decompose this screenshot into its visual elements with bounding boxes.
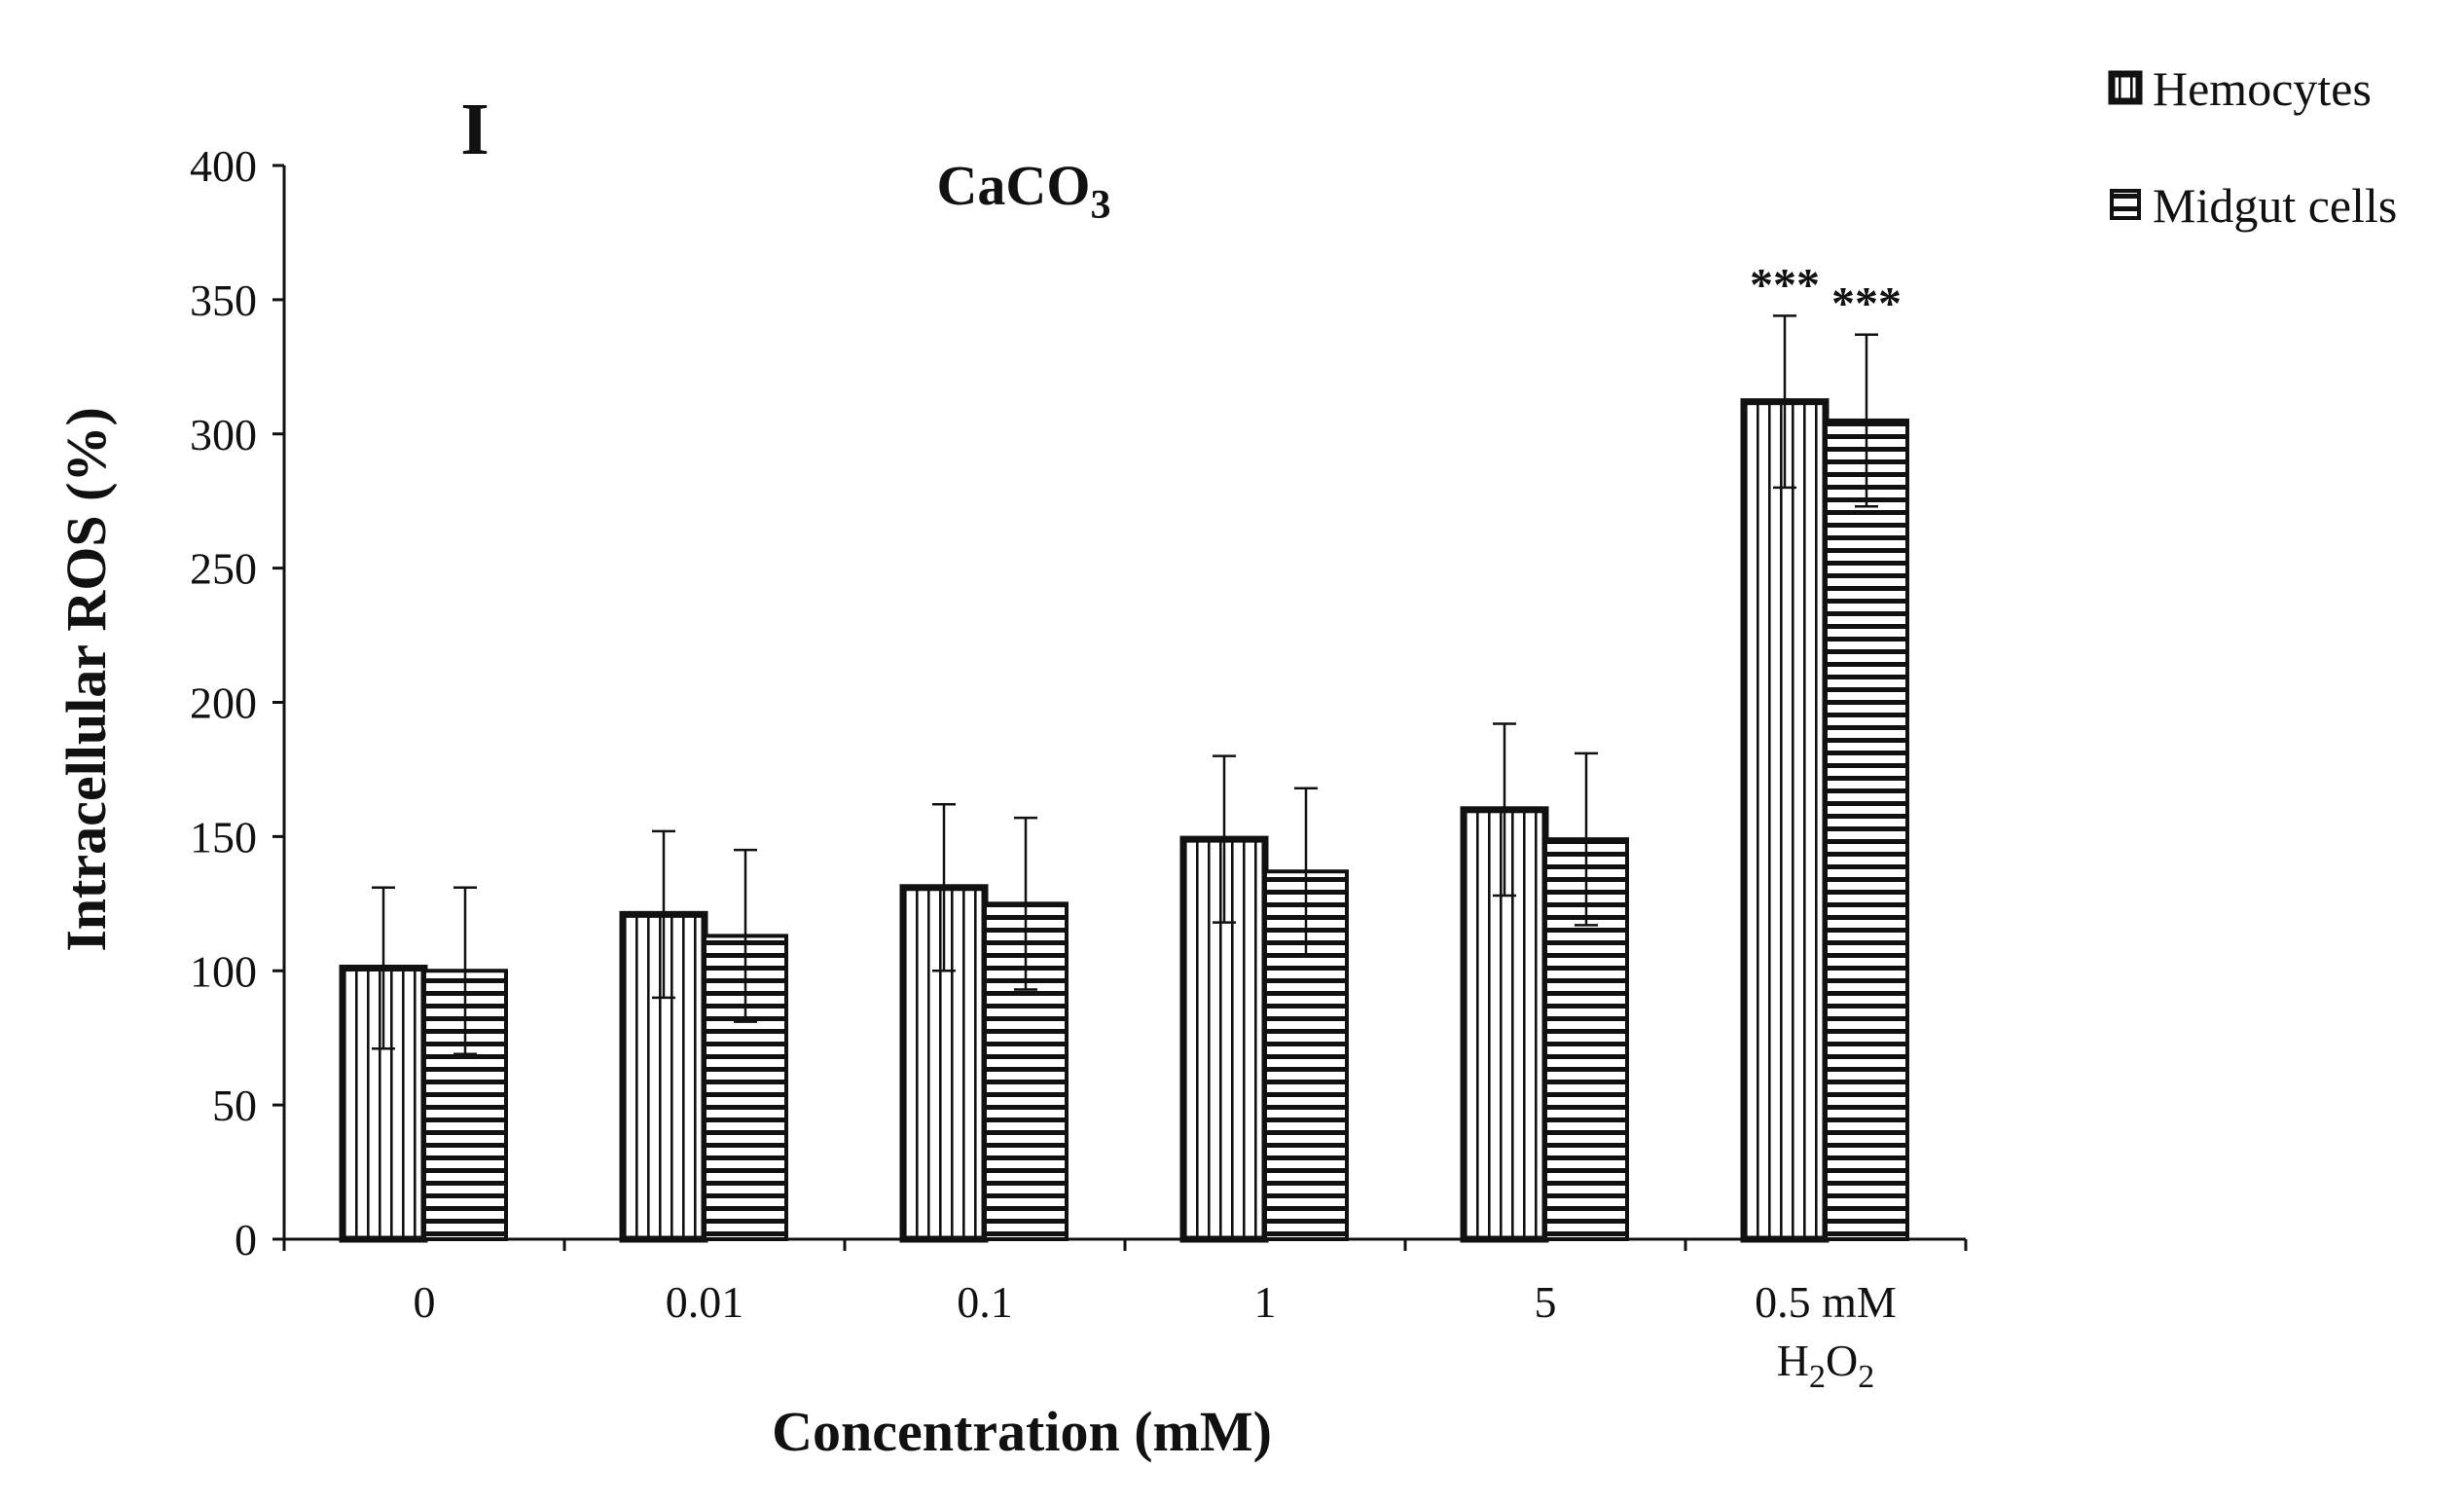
y-tick-label: 350 bbox=[190, 275, 257, 325]
x-axis-title: Concentration (mM) bbox=[772, 1400, 1272, 1463]
legend: Hemocytes Midgut cells bbox=[2108, 61, 2397, 233]
x-tick-label: 5 bbox=[1535, 1277, 1557, 1327]
y-tick-label: 150 bbox=[190, 812, 257, 861]
legend-label-hemocytes: Hemocytes bbox=[2153, 61, 2372, 116]
chart-title: CaCO3 bbox=[937, 154, 1111, 228]
plot-area: 0 50 100 150 200 250 300 350 400 *** *** 0 0.01 0.1 1 5… bbox=[190, 141, 1968, 1395]
x-tick-label: 0.5 mM bbox=[1755, 1277, 1897, 1327]
chart-title-main: CaCO bbox=[937, 154, 1091, 217]
y-tick-label: 250 bbox=[190, 544, 257, 594]
x-tick-label: 0 bbox=[414, 1277, 436, 1327]
y-tick-label: 300 bbox=[190, 410, 257, 459]
significance-marker: *** bbox=[1750, 259, 1820, 311]
legend-label-midgut-cells: Midgut cells bbox=[2153, 178, 2397, 233]
bar-midgut-cells bbox=[1824, 418, 1909, 1241]
y-tick-label: 200 bbox=[190, 678, 257, 728]
y-tick-label: 0 bbox=[235, 1215, 257, 1265]
x-tick-label-line2: H2O2 bbox=[1777, 1336, 1874, 1395]
y-tick-label: 50 bbox=[212, 1081, 257, 1130]
y-axis-title: Intracellular ROS (%) bbox=[54, 407, 118, 952]
x-tick-label: 1 bbox=[1254, 1277, 1277, 1327]
legend-swatch-hemocytes bbox=[2108, 70, 2143, 105]
legend-swatch-midgut-cells bbox=[2110, 189, 2141, 220]
x-tick-label: 0.1 bbox=[957, 1277, 1013, 1327]
y-tick-label: 400 bbox=[190, 141, 257, 191]
significance-marker: *** bbox=[1831, 278, 1902, 330]
y-tick-label: 100 bbox=[190, 946, 257, 996]
chart-title-subscript: 3 bbox=[1090, 183, 1110, 228]
panel-label: I bbox=[460, 89, 489, 170]
bar-hemocytes bbox=[1740, 398, 1830, 1243]
x-tick-label: 0.01 bbox=[666, 1277, 744, 1327]
